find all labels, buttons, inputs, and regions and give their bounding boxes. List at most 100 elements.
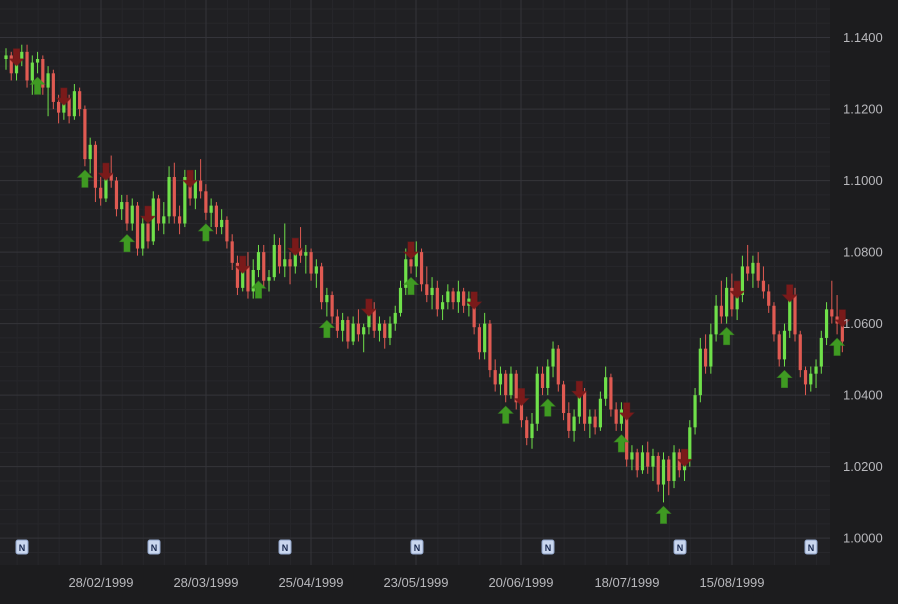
candle-body	[498, 373, 503, 385]
candle-body	[435, 287, 439, 310]
candle-body	[504, 373, 508, 396]
candle-body	[35, 59, 40, 63]
candle-body	[346, 320, 350, 342]
buy-arrow-icon	[197, 223, 215, 242]
x-tick-label: 28/02/1999	[68, 575, 133, 590]
candle-body	[767, 291, 771, 306]
candle-body	[46, 73, 50, 88]
candle-body	[646, 452, 650, 467]
candle-body	[356, 323, 361, 335]
candle-body	[298, 248, 303, 256]
candle-body	[777, 334, 781, 360]
candle-body	[525, 420, 529, 439]
sell-arrow-icon	[234, 255, 251, 274]
candle-body	[256, 252, 261, 270]
candle-body	[262, 252, 266, 281]
candle-body	[756, 262, 760, 281]
candle-body	[540, 373, 545, 388]
candle-body	[309, 252, 313, 274]
candle-body	[241, 266, 245, 288]
sell-arrow-icon	[55, 87, 73, 106]
candle-body	[146, 223, 150, 242]
buy-arrow-icon	[613, 434, 630, 453]
candle-body	[267, 277, 271, 281]
candle-body	[83, 109, 87, 160]
candle-body	[583, 391, 587, 424]
candle-body	[656, 455, 660, 485]
candle-body	[488, 323, 492, 371]
x-tick-label: 25/04/1999	[278, 575, 343, 590]
candle-body	[414, 252, 418, 267]
y-tick-label: 1.0600	[843, 316, 883, 331]
candle-body	[304, 252, 308, 256]
candle-body	[209, 205, 213, 213]
candle-body	[819, 337, 823, 367]
candle-body	[598, 398, 602, 428]
candle-body	[551, 348, 555, 367]
candle-body	[330, 295, 334, 317]
candle-body	[703, 348, 708, 367]
candle-body	[162, 216, 166, 224]
sell-arrow-icon	[571, 380, 588, 400]
news-marker-box	[147, 539, 161, 555]
news-marker-label: N	[808, 543, 815, 553]
candle-body	[204, 191, 208, 213]
candle-body	[709, 334, 713, 367]
candle-body	[57, 101, 61, 113]
sell-arrow-icon	[287, 237, 304, 257]
candle-body	[803, 370, 808, 385]
sell-arrow-icon	[139, 205, 157, 224]
y-tick-label: 1.1400	[843, 30, 883, 45]
candle-body	[151, 198, 155, 242]
candle-body	[593, 416, 597, 428]
candle-body	[51, 73, 55, 102]
candle-body	[635, 452, 639, 471]
candle-body	[93, 144, 98, 188]
candle-body	[335, 316, 339, 331]
sell-arrow-icon	[676, 448, 693, 468]
x-tick-label: 23/05/1999	[383, 575, 448, 590]
candle-body	[230, 241, 234, 263]
buy-arrow-icon	[118, 233, 136, 253]
candle-body	[614, 409, 618, 424]
candle-body	[104, 173, 108, 199]
candle-body	[824, 309, 829, 338]
candle-body	[88, 144, 92, 160]
sell-arrow-icon	[728, 280, 746, 299]
news-marker-box	[541, 539, 555, 555]
candle-body	[72, 91, 76, 117]
buy-arrow-icon	[776, 369, 793, 389]
candle-body	[214, 205, 218, 228]
candle-body	[446, 291, 450, 303]
candle-body	[183, 177, 187, 224]
buy-arrow-icon	[29, 76, 46, 95]
news-marker-label: N	[151, 543, 158, 553]
x-tick-label: 18/07/1999	[594, 575, 659, 590]
news-marker: N	[410, 539, 424, 555]
candle-body	[141, 223, 145, 249]
y-axis: 1.1400 1.1200 1.1000 1.0800 1.0600 1.0400 1.02…	[843, 30, 883, 546]
candle-body	[114, 180, 119, 210]
candle-body	[514, 373, 518, 403]
candle-body	[493, 370, 497, 385]
y-tick-label: 1.1200	[843, 102, 883, 117]
news-marker-label: N	[282, 543, 289, 553]
y-tick-label: 1.0000	[843, 531, 883, 546]
candle-body	[404, 259, 408, 288]
candle-body	[41, 59, 45, 88]
candle-body	[440, 302, 445, 310]
news-marker: N	[147, 539, 161, 555]
candle-body	[314, 266, 318, 274]
candle-body	[393, 312, 397, 324]
sell-arrow-icon	[781, 284, 798, 303]
candle-body	[688, 427, 692, 460]
news-marker-box	[278, 539, 292, 555]
candle-body	[619, 409, 624, 424]
candle-body	[640, 452, 645, 471]
candle-body	[4, 55, 8, 60]
candle-body	[609, 377, 613, 410]
candle-body	[288, 259, 292, 267]
candles	[4, 44, 844, 503]
buy-arrow-icon	[539, 398, 556, 417]
candle-body	[577, 391, 581, 417]
